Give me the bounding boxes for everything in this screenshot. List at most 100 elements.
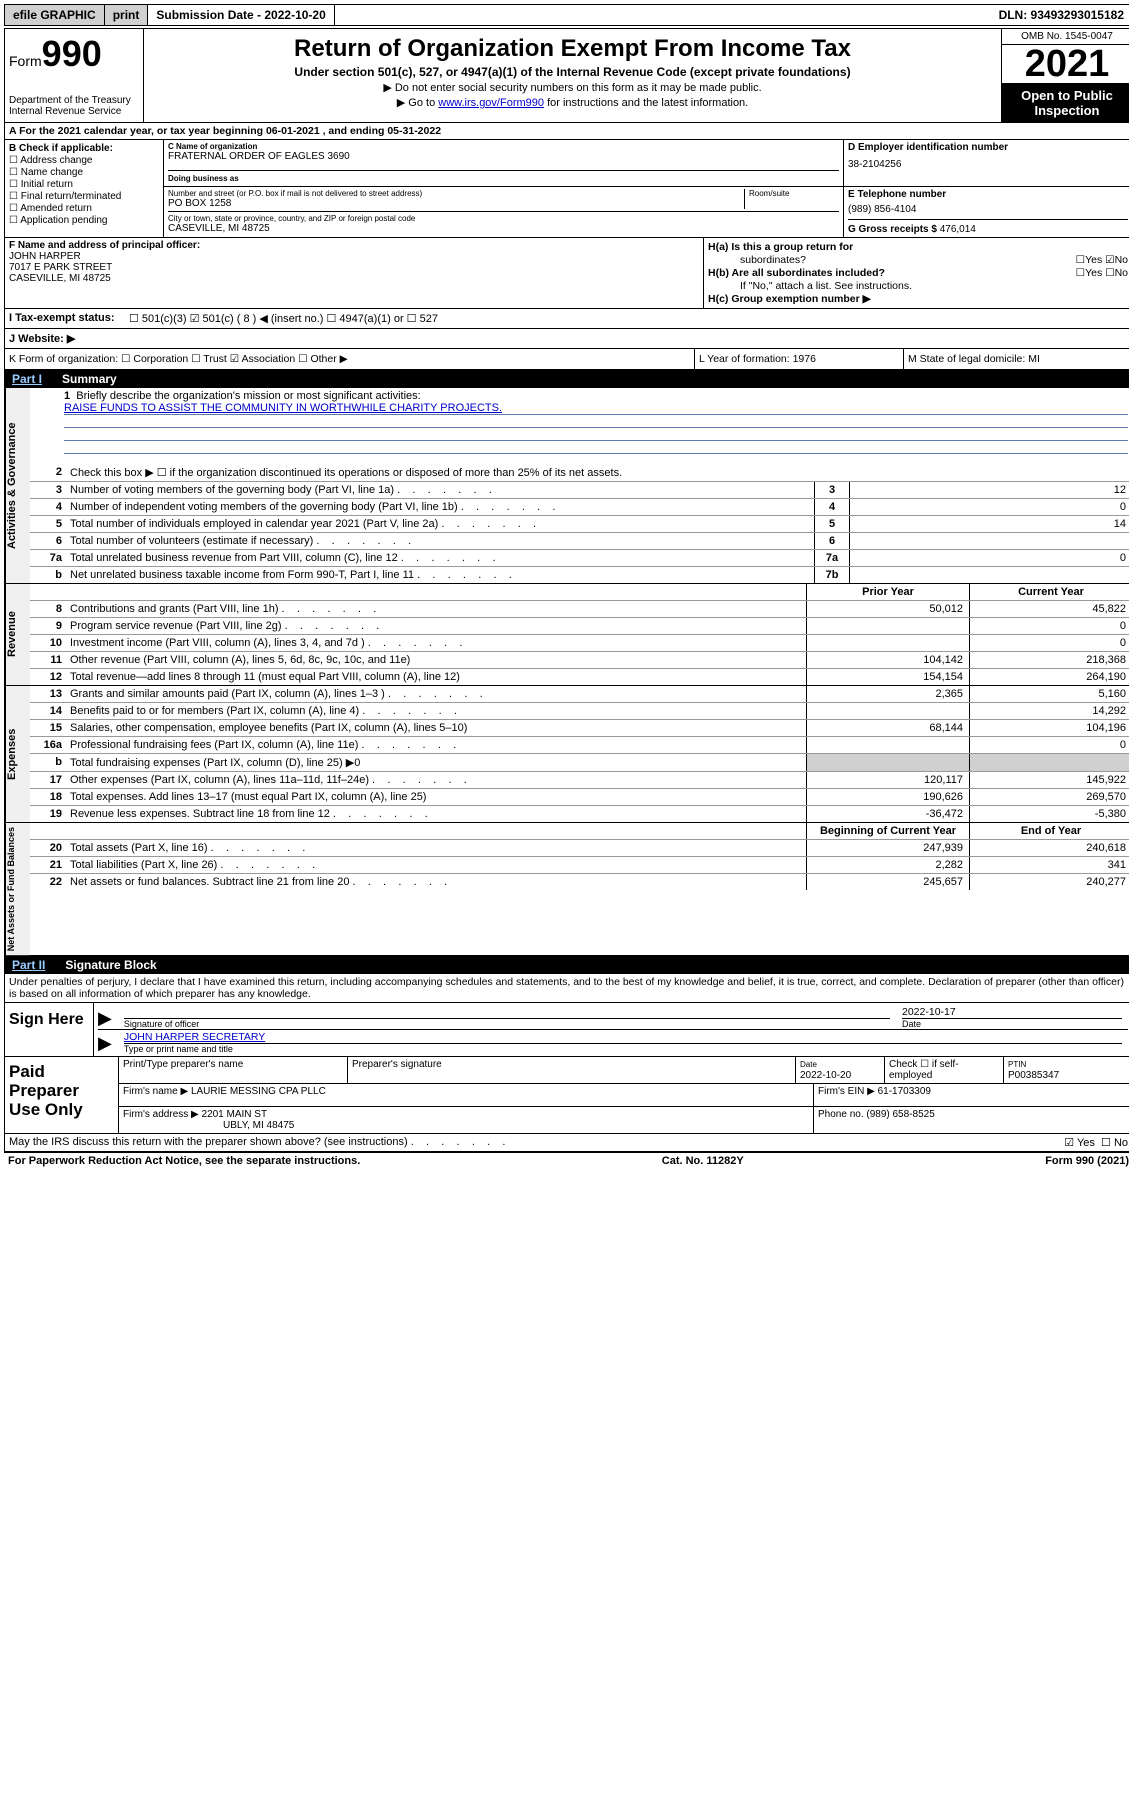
block-fh: F Name and address of principal officer:…	[4, 238, 1129, 309]
tax-year: 2021	[1002, 45, 1129, 84]
line-16a-p	[806, 737, 969, 753]
form-number: 990	[42, 33, 102, 74]
line-16b-p	[806, 754, 969, 771]
firm-addr: Firm's address ▶ 2201 MAIN ST	[123, 1109, 809, 1120]
k-form-org[interactable]: K Form of organization: ☐ Corporation ☐ …	[5, 349, 694, 369]
section-c: C Name of organization FRATERNAL ORDER O…	[164, 140, 1129, 237]
addr-label: Number and street (or P.O. box if mail i…	[168, 189, 744, 198]
i-label: I Tax-exempt status:	[9, 312, 129, 325]
ha-checks[interactable]: ☐Yes ☑No	[1076, 254, 1128, 266]
prep-selfemp[interactable]: Check ☐ if self-employed	[885, 1057, 1004, 1083]
firm-addr2: UBLY, MI 48475	[123, 1120, 809, 1131]
form-subtitle: Under section 501(c), 527, or 4947(a)(1)…	[152, 65, 993, 79]
block-bc: B Check if applicable: ☐ Address change …	[4, 140, 1129, 238]
tel-value: (989) 856-4104	[848, 204, 1128, 215]
line-9-p	[806, 618, 969, 634]
ha-label: H(a) Is this a group return for	[708, 241, 853, 253]
current-year-hdr: Current Year	[969, 584, 1129, 600]
section-b: B Check if applicable: ☐ Address change …	[5, 140, 164, 237]
line-11: Other revenue (Part VIII, column (A), li…	[66, 652, 806, 668]
form-note1: ▶ Do not enter social security numbers o…	[152, 81, 993, 94]
efile-button[interactable]: efile GRAPHIC	[5, 5, 105, 25]
sig-date-label: Date	[902, 1018, 1122, 1029]
line-21-c: 341	[969, 857, 1129, 873]
open-inspection: Open to Public Inspection	[1002, 84, 1129, 122]
line-10-p	[806, 635, 969, 651]
addr-value: PO BOX 1258	[168, 198, 744, 209]
city-value: CASEVILLE, MI 48725	[168, 223, 839, 234]
line-14: Benefits paid to or for members (Part IX…	[66, 703, 806, 719]
arrow-icon: ▶	[98, 1033, 112, 1054]
line-8: Contributions and grants (Part VIII, lin…	[66, 601, 806, 617]
begin-year-hdr: Beginning of Current Year	[806, 823, 969, 839]
footer-mid: Cat. No. 11282Y	[662, 1155, 744, 1167]
revenue-section: Revenue Prior YearCurrent Year 8Contribu…	[4, 584, 1129, 686]
b-item[interactable]: ☐ Final return/terminated	[9, 191, 159, 202]
part-1-title: Summary	[62, 372, 117, 386]
line-8-p: 50,012	[806, 601, 969, 617]
name-title-label: Type or print name and title	[124, 1043, 1122, 1054]
line-11-p: 104,142	[806, 652, 969, 668]
row-j: J Website: ▶	[4, 329, 1129, 349]
line-9: Program service revenue (Part VIII, line…	[66, 618, 806, 634]
form-label: Form	[9, 53, 42, 69]
f-label: F Name and address of principal officer:	[9, 240, 699, 251]
mission-text[interactable]: RAISE FUNDS TO ASSIST THE COMMUNITY IN W…	[64, 402, 502, 414]
form990-link[interactable]: www.irs.gov/Form990	[438, 97, 544, 109]
part-1-header: Part I Summary	[4, 370, 1129, 388]
note2-pre: ▶ Go to	[397, 97, 438, 109]
b-item[interactable]: ☐ Name change	[9, 167, 159, 178]
mission-label: Briefly describe the organization's miss…	[76, 390, 420, 402]
discuss-checks[interactable]: ☑ Yes ☐ No	[1064, 1136, 1128, 1149]
line-13-c: 5,160	[969, 686, 1129, 702]
line-17: Other expenses (Part IX, column (A), lin…	[66, 772, 806, 788]
b-item[interactable]: ☐ Initial return	[9, 179, 159, 190]
part-2-link[interactable]: Part II	[12, 958, 45, 972]
officer-addr2: CASEVILLE, MI 48725	[9, 273, 699, 284]
line-12: Total revenue—add lines 8 through 11 (mu…	[66, 669, 806, 685]
org-name: FRATERNAL ORDER OF EAGLES 3690	[168, 151, 839, 162]
b-item[interactable]: ☐ Application pending	[9, 215, 159, 226]
net-tab: Net Assets or Fund Balances	[5, 823, 30, 955]
hb-checks[interactable]: ☐Yes ☐No	[1076, 267, 1128, 279]
activities-governance: Activities & Governance 1 Briefly descri…	[4, 388, 1129, 584]
i-options[interactable]: ☐ 501(c)(3) ☑ 501(c) ( 8 ) ◀ (insert no.…	[129, 312, 438, 325]
section-f: F Name and address of principal officer:…	[5, 238, 704, 308]
hc-label: H(c) Group exemption number ▶	[708, 293, 871, 305]
preparer-label: Paid Preparer Use Only	[5, 1057, 119, 1133]
line-18-p: 190,626	[806, 789, 969, 805]
line-11-c: 218,368	[969, 652, 1129, 668]
irs-label: Internal Revenue Service	[9, 106, 139, 117]
part-1-link[interactable]: Part I	[12, 372, 42, 386]
form-note2: ▶ Go to www.irs.gov/Form990 for instruct…	[152, 96, 993, 109]
header-right: OMB No. 1545-0047 2021 Open to Public In…	[1001, 29, 1129, 122]
exp-tab: Expenses	[5, 686, 30, 822]
line-7b: Net unrelated business taxable income fr…	[66, 567, 814, 583]
b-item[interactable]: ☐ Amended return	[9, 203, 159, 214]
telephone-block: E Telephone number (989) 856-4104 G Gros…	[843, 187, 1129, 237]
line-19-p: -36,472	[806, 806, 969, 822]
ptin-val: P00385347	[1008, 1070, 1059, 1081]
row-k: K Form of organization: ☐ Corporation ☐ …	[4, 349, 1129, 370]
firm-ein: Firm's EIN ▶ 61-1703309	[814, 1084, 1129, 1106]
line-20: Total assets (Part X, line 16)	[66, 840, 806, 856]
officer-name: JOHN HARPER	[9, 251, 699, 262]
line-7b-val	[849, 567, 1129, 583]
line-13-p: 2,365	[806, 686, 969, 702]
officer-name-link[interactable]: JOHN HARPER SECRETARY	[124, 1031, 265, 1043]
gov-tab: Activities & Governance	[5, 388, 30, 583]
line-14-p	[806, 703, 969, 719]
line-17-p: 120,117	[806, 772, 969, 788]
firm-name: Firm's name ▶ LAURIE MESSING CPA PLLC	[119, 1084, 814, 1106]
line-10-c: 0	[969, 635, 1129, 651]
submission-date: Submission Date - 2022-10-20	[148, 5, 334, 25]
top-bar: efile GRAPHIC print Submission Date - 20…	[4, 4, 1129, 26]
print-button[interactable]: print	[105, 5, 149, 25]
line-22-c: 240,277	[969, 874, 1129, 890]
line-19: Revenue less expenses. Subtract line 18 …	[66, 806, 806, 822]
line-5-val: 14	[849, 516, 1129, 532]
b-item[interactable]: ☐ Address change	[9, 155, 159, 166]
address-block: Number and street (or P.O. box if mail i…	[164, 187, 843, 237]
gross-label: G Gross receipts $	[848, 224, 937, 235]
footer-left: For Paperwork Reduction Act Notice, see …	[8, 1155, 360, 1167]
